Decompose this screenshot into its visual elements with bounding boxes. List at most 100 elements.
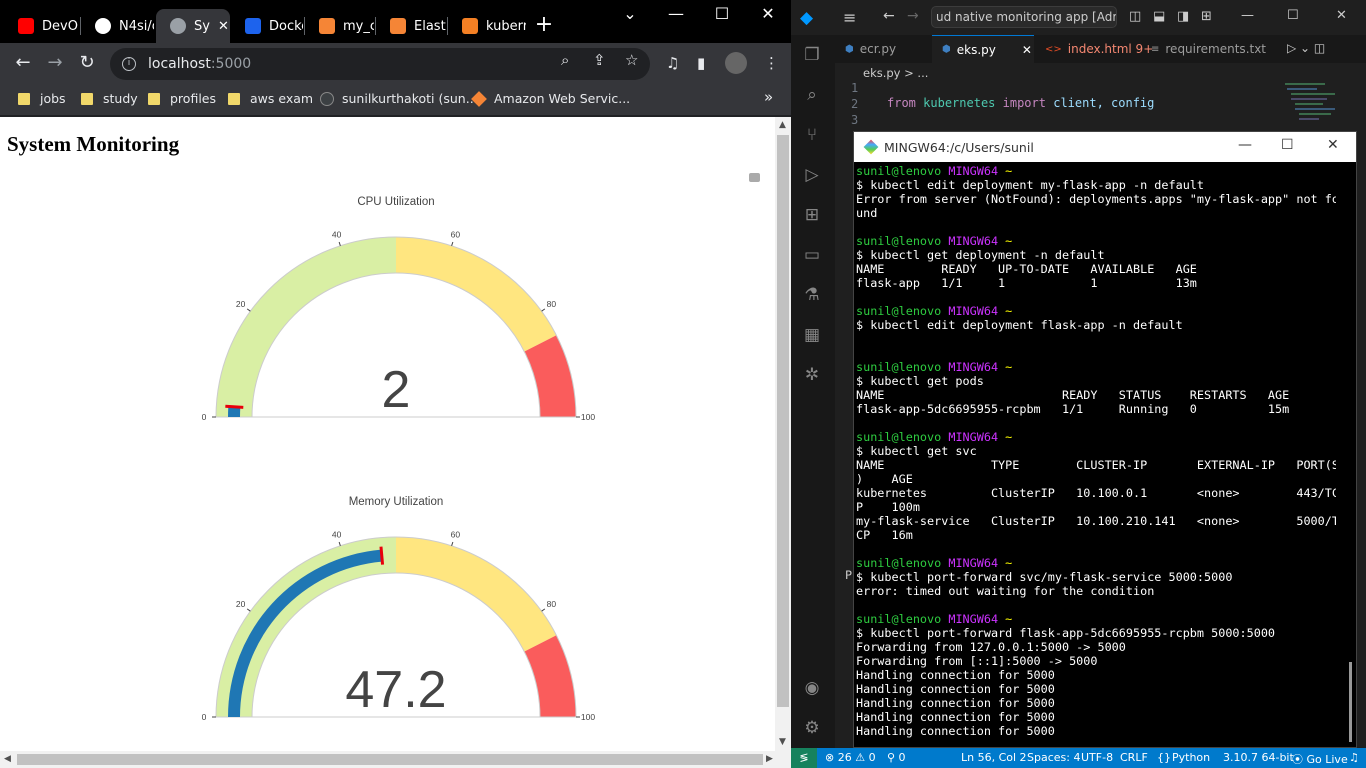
scroll-right-arrow[interactable]: ▶ <box>766 754 773 764</box>
terminal-scrollbar[interactable] <box>1349 662 1352 742</box>
toggle-panel-icon[interactable]: ⬓ <box>1153 9 1166 24</box>
background-panel-text: P <box>845 568 853 582</box>
profile-avatar[interactable] <box>725 52 747 74</box>
vscode-logo-icon: ◆ <box>800 8 814 28</box>
gauge-tick <box>451 241 454 246</box>
share-icon[interactable]: ⇪ <box>593 51 606 69</box>
back-button[interactable]: ← <box>15 52 31 73</box>
kubernetes-icon[interactable]: ✲ <box>804 365 820 385</box>
browser-tab[interactable]: Docke <box>231 9 303 43</box>
nav-forward-icon[interactable]: → <box>907 8 919 24</box>
browser-tab[interactable]: Sy ✕ <box>156 9 230 43</box>
menu-hamburger-icon[interactable]: ≡ <box>843 8 857 27</box>
search-icon[interactable]: ⌕ <box>807 85 817 105</box>
terminal-maximize-button[interactable]: ☐ <box>1281 137 1294 153</box>
explorer-icon[interactable]: ❐ <box>804 45 820 65</box>
prompt-user: sunil@lenovo <box>856 304 942 318</box>
remote-indicator-icon[interactable]: ≶ <box>791 748 817 768</box>
editor-tab[interactable]: ⬢ ecr.py <box>835 35 931 63</box>
tab-separator <box>375 17 376 35</box>
menu-kebab-icon[interactable]: ⋮ <box>764 54 779 72</box>
code-line[interactable]: from kubernetes import client, config <box>887 96 1154 110</box>
problems-count[interactable]: ⊗ 26 ⚠ 0 <box>825 751 876 764</box>
bookmark-item[interactable]: aws exam <box>228 91 313 106</box>
camera-icon[interactable] <box>749 173 760 182</box>
remote-explorer-icon[interactable]: ▭ <box>803 245 821 265</box>
vscode-maximize-button[interactable]: ☐ <box>1287 8 1299 23</box>
gauge-tick <box>338 241 341 246</box>
extensions-icon[interactable]: ⊞ <box>804 205 820 225</box>
site-info-icon[interactable]: i <box>122 57 136 71</box>
browser-tab[interactable]: Elastic <box>376 9 446 43</box>
docker-icon[interactable]: ▦ <box>803 325 821 345</box>
source-control-icon[interactable]: ⑂ <box>806 125 818 145</box>
bookmark-item[interactable]: profiles <box>148 91 216 106</box>
cursor-position[interactable]: Ln 56, Col 2 <box>961 751 1027 764</box>
browser-tab[interactable]: DevOp <box>4 9 79 43</box>
line-endings[interactable]: CRLF <box>1120 751 1148 764</box>
horizontal-scrollbar[interactable]: ◀ ▶ <box>0 751 791 768</box>
browser-tab[interactable]: N4si/c <box>81 9 154 43</box>
terminal-close-button[interactable]: ✕ <box>1327 137 1339 153</box>
scroll-down-arrow[interactable]: ▼ <box>779 737 786 747</box>
bookmarks-overflow-icon[interactable]: » <box>764 88 774 106</box>
page-viewport: System Monitoring CPU Utilization 0 20 40 60… <box>0 117 791 768</box>
toggle-sidebar-icon[interactable]: ◫ <box>1129 9 1142 24</box>
gauge-tick-label: 0 <box>202 712 207 722</box>
side-panel-icon[interactable]: ▮ <box>697 54 706 72</box>
gauge-tick <box>541 308 546 312</box>
close-editor-tab-icon[interactable]: ✕ <box>1021 42 1032 57</box>
language-mode[interactable]: Python <box>1172 751 1211 764</box>
editor-tab[interactable]: <> index.html 9+ <box>1035 35 1153 63</box>
bookmark-item[interactable]: study <box>81 91 138 106</box>
indentation[interactable]: Spaces: 4 <box>1027 751 1081 764</box>
reload-button[interactable]: ↻ <box>79 52 95 73</box>
run-file-icon[interactable]: ▷ ⌄ ◫ <box>1287 41 1326 55</box>
maximize-button[interactable]: ☐ <box>714 4 730 23</box>
vertical-scrollbar[interactable]: ▲ ▼ <box>775 117 791 751</box>
media-control-icon[interactable]: ♫ <box>666 54 680 72</box>
go-live-button[interactable]: ⦿ Go Live <box>1292 753 1348 766</box>
bookmark-item[interactable]: Amazon Web Servic... <box>471 90 630 107</box>
minimap[interactable] <box>1285 83 1353 143</box>
accounts-icon[interactable]: ◉ <box>804 678 820 698</box>
terminal-output[interactable]: sunil@lenovo MINGW64 ~ $ kubectl edit dep… <box>856 164 1336 744</box>
testing-icon[interactable]: ⚗ <box>804 285 820 305</box>
close-tab-icon[interactable]: ✕ <box>217 18 229 34</box>
editor-tab[interactable]: ⬢ eks.py ✕ <box>932 35 1034 63</box>
bookmark-item[interactable]: sunilkurthakoti (sun... <box>320 91 478 106</box>
breadcrumb[interactable]: eks.py > ... <box>863 66 929 80</box>
tab-label: N4si/c <box>119 18 154 34</box>
command-center[interactable]: ud native monitoring app [Admini <box>931 6 1117 28</box>
bookmark-item[interactable]: jobs <box>18 91 66 106</box>
zoom-icon[interactable]: ⌕ <box>561 51 570 69</box>
vscode-minimize-button[interactable]: — <box>1241 8 1254 23</box>
scroll-left-arrow[interactable]: ◀ <box>4 754 11 764</box>
run-debug-icon[interactable]: ▷ <box>805 165 819 185</box>
terminal-minimize-button[interactable]: — <box>1238 137 1252 153</box>
vertical-scroll-thumb[interactable] <box>777 135 789 707</box>
editor-tab[interactable]: ≡ requirements.txt <box>1141 35 1271 63</box>
terminal-output-line: kubernetes ClusterIP 10.100.0.1 <none> 4… <box>856 486 1336 500</box>
customize-layout-icon[interactable]: ⊞ <box>1201 9 1212 24</box>
close-window-button[interactable]: ✕ <box>761 4 775 23</box>
interpreter[interactable]: 3.10.7 64-bit <box>1223 751 1294 764</box>
browser-tab[interactable]: my_clo <box>305 9 374 43</box>
nav-back-icon[interactable]: ← <box>883 8 895 24</box>
browser-tab[interactable]: kuberr <box>448 9 526 43</box>
tab-search-icon[interactable]: ⌄ <box>623 4 637 23</box>
minimize-button[interactable]: — <box>668 4 684 23</box>
bookmark-star-icon[interactable]: ☆ <box>625 51 639 69</box>
toggle-secondary-sidebar-icon[interactable]: ◨ <box>1177 9 1190 24</box>
notifications-icon[interactable]: ♫ <box>1349 751 1359 764</box>
address-bar[interactable]: i localhost:5000 <box>110 48 650 80</box>
encoding[interactable]: UTF-8 <box>1081 751 1114 764</box>
new-tab-button[interactable]: + <box>534 12 554 37</box>
scroll-up-arrow[interactable]: ▲ <box>779 120 786 130</box>
vscode-close-button[interactable]: ✕ <box>1336 8 1347 23</box>
settings-gear-icon[interactable]: ⚙ <box>804 718 820 738</box>
forward-button[interactable]: → <box>47 52 63 73</box>
horizontal-scroll-thumb[interactable] <box>17 754 763 765</box>
ports-count[interactable]: ⚲ 0 <box>887 751 906 764</box>
gauge-tick-label: 20 <box>236 299 246 309</box>
